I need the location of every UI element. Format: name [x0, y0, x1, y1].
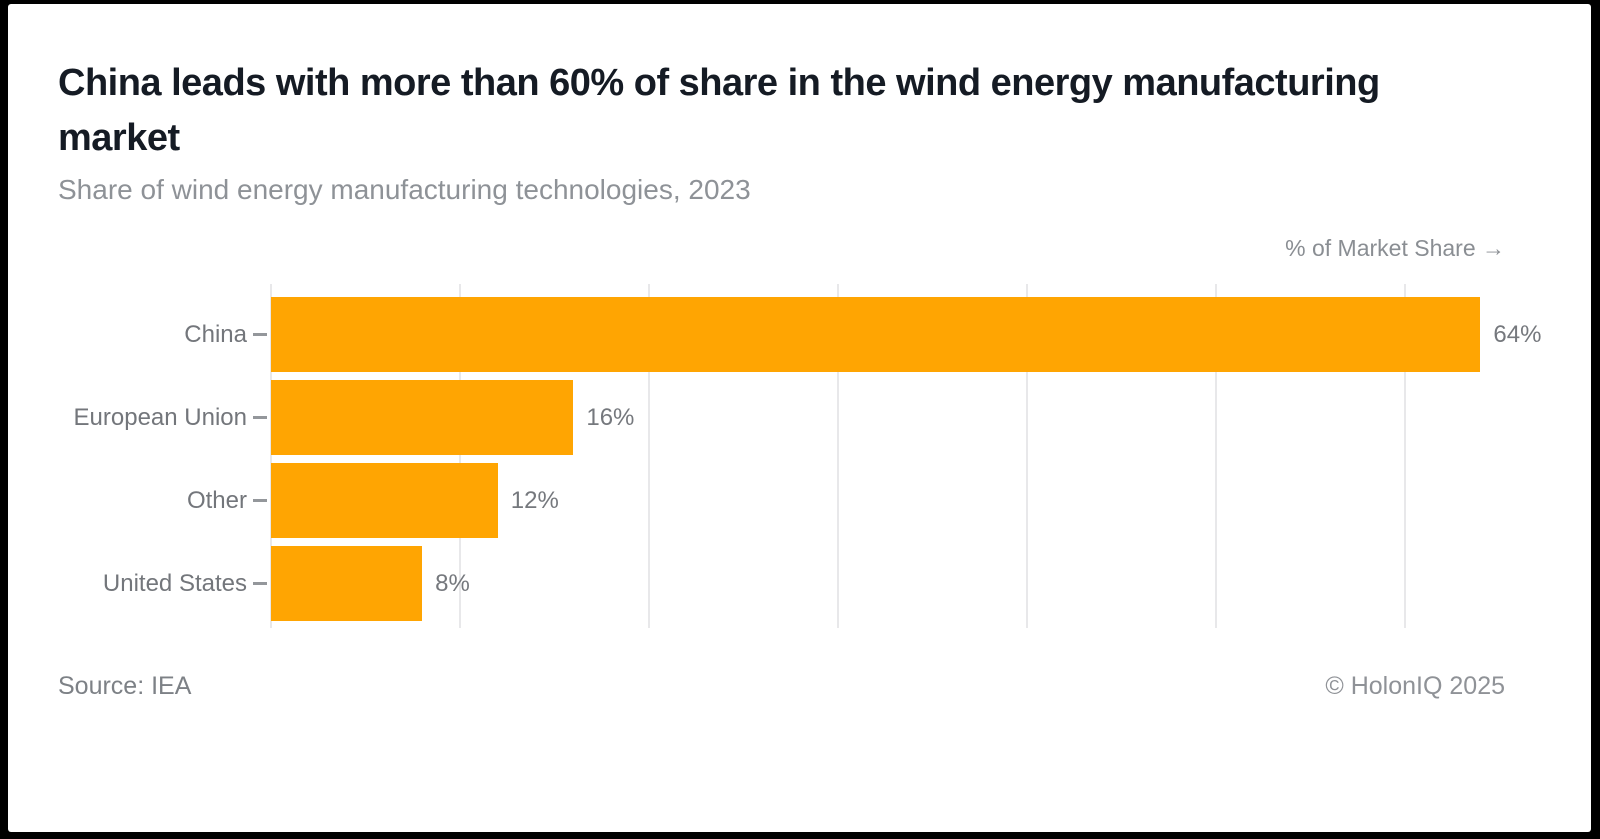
chart-row-other: Other 12% — [58, 463, 1505, 538]
chart-footer: Source: IEA © HolonIQ 2025 — [58, 672, 1505, 701]
tick-cell — [247, 463, 271, 538]
bar-chart: China 64% European Union 16% Other 12% United … — [58, 284, 1541, 628]
bar-united-states — [271, 546, 423, 621]
bar-china — [271, 297, 1481, 372]
category-label-european-union: European Union — [73, 403, 247, 431]
gridline-0 — [270, 284, 272, 628]
gridline-20 — [647, 284, 650, 628]
value-label-united-states: 8% — [435, 569, 470, 597]
chart-row-united-states: United States 8% — [58, 546, 1505, 621]
value-label-european-union: 16% — [586, 403, 635, 431]
chart-subtitle: Share of wind energy manufacturing techn… — [58, 174, 751, 205]
gridline-10 — [458, 284, 461, 628]
chart-row-china: China 64% — [58, 297, 1541, 372]
card-content: China leads with more than 60% of share … — [8, 4, 1591, 832]
bar-area-other: 12% — [271, 463, 1505, 538]
bar-area-united-states: 8% — [271, 546, 1505, 621]
page-title: China leads with more than 60% of share … — [58, 62, 1380, 159]
tick-cell — [247, 297, 271, 372]
bar-area-european-union: 16% — [271, 380, 1505, 455]
category-label-china: China — [184, 320, 247, 348]
chart-row-european-union: European Union 16% — [58, 380, 1505, 455]
bar-european-union — [271, 380, 574, 455]
chart-rows: China 64% European Union 16% Other 12% United … — [58, 284, 1541, 621]
tick-cell — [247, 380, 271, 455]
category-label-other: Other — [186, 486, 247, 514]
gridline-50 — [1214, 284, 1217, 628]
gridline-40 — [1025, 284, 1028, 628]
axis-tick-european-union — [253, 415, 267, 419]
copyright-note: © HolonIQ 2025 — [1325, 672, 1505, 700]
bar-area-china: 64% — [271, 297, 1541, 372]
gridline-30 — [836, 284, 839, 628]
bar-other — [271, 463, 498, 538]
axis-tick-china — [253, 332, 267, 336]
value-label-other: 12% — [510, 486, 559, 514]
category-label-united-states: United States — [102, 569, 247, 597]
source-note: Source: IEA — [58, 672, 192, 700]
axis-tick-united-states — [253, 581, 267, 585]
tick-cell — [247, 546, 271, 621]
gridline-60 — [1403, 284, 1406, 628]
x-axis-label: % of Market Share → — [1285, 235, 1505, 261]
chart-card: China leads with more than 60% of share … — [8, 4, 1591, 832]
plot-area — [270, 284, 1505, 628]
value-label-china: 64% — [1493, 320, 1542, 348]
axis-tick-other — [253, 498, 267, 502]
